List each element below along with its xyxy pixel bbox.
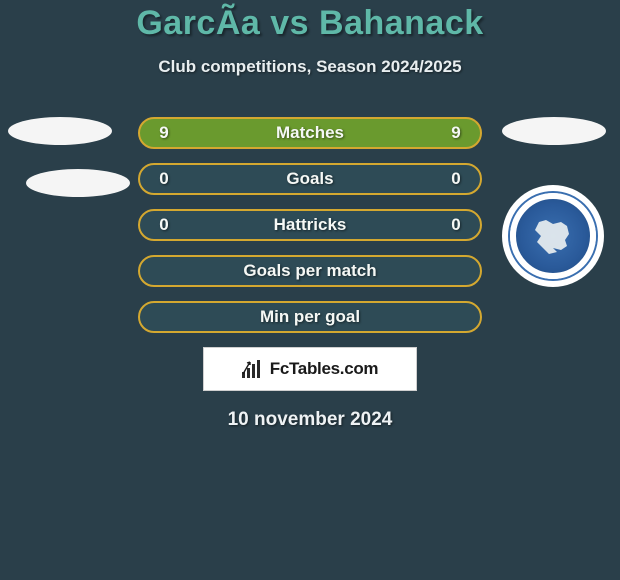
brand-box[interactable]: FcTables.com (203, 347, 417, 391)
stat-row-matches: 9 Matches 9 (138, 117, 482, 149)
stat-label: Goals per match (243, 261, 376, 281)
team-b-badge-1 (502, 117, 606, 145)
page-subtitle: Club competitions, Season 2024/2025 (0, 57, 620, 77)
team-a-badge-2 (26, 169, 130, 197)
page-title: GarcÃ­a vs Bahanack (0, 4, 620, 43)
comparison-card: GarcÃ­a vs Bahanack Club competitions, S… (0, 0, 620, 431)
left-team-badges (8, 117, 118, 221)
stat-row-hattricks: 0 Hattricks 0 (138, 209, 482, 241)
stat-left-value: 9 (156, 123, 172, 143)
stat-row-goals: 0 Goals 0 (138, 163, 482, 195)
team-b-club-logo (502, 185, 604, 287)
stats-area: 9 Matches 9 0 Goals 0 0 Hattricks 0 Goal… (0, 117, 620, 431)
stat-label: Min per goal (260, 307, 360, 327)
stat-right-value: 9 (448, 123, 464, 143)
greece-map-icon (531, 216, 575, 256)
club-crest-icon (510, 193, 596, 279)
stat-label: Hattricks (274, 215, 347, 235)
stat-bars: 9 Matches 9 0 Goals 0 0 Hattricks 0 Goal… (138, 117, 482, 333)
brand-label: FcTables.com (270, 359, 379, 379)
stat-row-mpg: Min per goal (138, 301, 482, 333)
right-team-badges (502, 117, 612, 287)
stat-left-value: 0 (156, 169, 172, 189)
stat-row-gpm: Goals per match (138, 255, 482, 287)
stat-left-value: 0 (156, 215, 172, 235)
stat-right-value: 0 (448, 169, 464, 189)
stat-label: Matches (276, 123, 344, 143)
chart-icon (242, 360, 264, 378)
snapshot-date: 10 november 2024 (0, 409, 620, 431)
stat-label: Goals (286, 169, 333, 189)
stat-right-value: 0 (448, 215, 464, 235)
team-a-badge-1 (8, 117, 112, 145)
